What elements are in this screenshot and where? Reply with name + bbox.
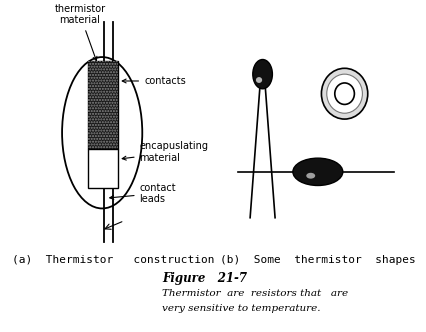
Text: Thermistor  are  resistors that   are: Thermistor are resistors that are — [161, 290, 347, 298]
Ellipse shape — [305, 173, 314, 179]
Text: contact
leads: contact leads — [109, 183, 176, 204]
Ellipse shape — [292, 158, 342, 186]
Ellipse shape — [252, 59, 272, 89]
Circle shape — [321, 68, 367, 119]
Text: contacts: contacts — [122, 76, 185, 86]
Circle shape — [326, 74, 362, 113]
Text: (a)  Thermistor   construction: (a) Thermistor construction — [12, 255, 213, 265]
Text: (b)  Some  thermistor  shapes: (b) Some thermistor shapes — [219, 255, 415, 265]
Text: thermistor
material: thermistor material — [54, 4, 105, 61]
Ellipse shape — [255, 77, 262, 83]
Bar — [88, 61, 118, 149]
Text: very sensitive to temperature.: very sensitive to temperature. — [161, 304, 320, 313]
Text: Figure   21-7: Figure 21-7 — [161, 272, 246, 285]
Bar — [88, 149, 118, 189]
Circle shape — [334, 83, 354, 105]
Bar — [88, 61, 118, 149]
Text: encapuslating
material: encapuslating material — [122, 141, 208, 163]
